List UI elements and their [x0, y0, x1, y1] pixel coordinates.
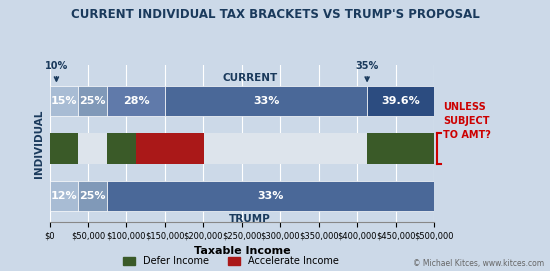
Text: TRUMP: TRUMP — [229, 214, 271, 224]
Bar — [78, 86, 107, 116]
Bar — [107, 181, 434, 211]
Bar — [50, 133, 78, 164]
Bar — [107, 133, 136, 164]
Legend: Defer Income, Accelerate Income: Defer Income, Accelerate Income — [123, 256, 339, 266]
X-axis label: Taxable Income: Taxable Income — [194, 247, 290, 256]
Text: 12%: 12% — [51, 191, 77, 201]
Text: 33%: 33% — [258, 191, 284, 201]
Text: CURRENT INDIVIDUAL TAX BRACKETS VS TRUMP'S PROPOSAL: CURRENT INDIVIDUAL TAX BRACKETS VS TRUMP… — [70, 8, 480, 21]
Text: 35%: 35% — [355, 61, 379, 81]
Text: 25%: 25% — [80, 191, 106, 201]
Y-axis label: INDIVIDUAL: INDIVIDUAL — [34, 109, 44, 178]
Bar — [50, 86, 78, 116]
Bar — [367, 133, 434, 164]
Text: CURRENT: CURRENT — [222, 73, 277, 83]
Text: UNLESS
SUBJECT
TO AMT?: UNLESS SUBJECT TO AMT? — [443, 102, 491, 140]
Bar — [367, 86, 434, 116]
Text: 33%: 33% — [253, 96, 279, 106]
Bar — [50, 181, 78, 211]
Text: 10%: 10% — [45, 61, 68, 81]
Text: 15%: 15% — [51, 96, 77, 106]
Bar — [136, 133, 204, 164]
Bar — [50, 133, 435, 164]
Bar — [78, 181, 107, 211]
Text: © Michael Kitces, www.kitces.com: © Michael Kitces, www.kitces.com — [414, 259, 544, 268]
Text: 25%: 25% — [80, 96, 106, 106]
Text: 28%: 28% — [123, 96, 150, 106]
Text: 39.6%: 39.6% — [382, 96, 420, 106]
Bar — [165, 86, 367, 116]
Bar — [107, 86, 165, 116]
